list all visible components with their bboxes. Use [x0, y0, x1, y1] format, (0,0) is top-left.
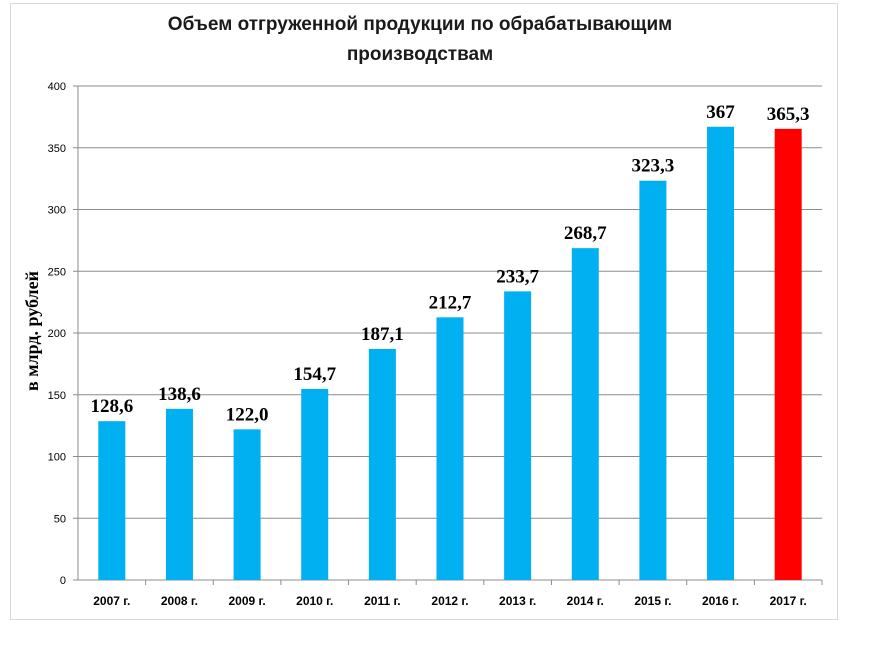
y-tick-label: 0: [60, 575, 66, 587]
bar-8: [571, 248, 599, 580]
x-tick-label: 2016 г.: [702, 594, 739, 608]
data-label: 367: [706, 102, 735, 123]
bar-7: [504, 291, 532, 580]
bar-11: [774, 128, 802, 581]
data-label: 233,7: [496, 266, 539, 287]
x-tick-label: 2012 г.: [431, 594, 468, 608]
data-label: 212,7: [429, 292, 472, 313]
bar-4: [301, 388, 329, 580]
x-tick-label: 2008 г.: [161, 594, 198, 608]
bar-6: [436, 317, 464, 580]
x-tick-label: 2013 г.: [499, 594, 536, 608]
data-label: 323,3: [632, 156, 675, 177]
y-tick-label: 400: [48, 81, 66, 93]
y-tick-label: 100: [48, 452, 66, 464]
chart-title-line-1: Объем отгруженной продукции по обрабатыв…: [167, 14, 673, 35]
x-tick-label: 2010 г.: [296, 594, 333, 608]
y-tick-label: 50: [54, 513, 66, 525]
y-tick-label: 300: [48, 205, 66, 217]
x-tick-label: 2014 г.: [567, 594, 604, 608]
x-tick-label: 2007 г.: [93, 594, 130, 608]
x-tick-label: 2009 г.: [229, 594, 266, 608]
y-axis-title: в млрд. рублей: [22, 271, 42, 391]
data-label: 122,0: [226, 404, 269, 425]
y-tick-label: 350: [48, 143, 66, 155]
x-tick-label: 2015 г.: [634, 594, 671, 608]
data-label: 365,3: [767, 104, 810, 125]
bar-10: [707, 126, 735, 580]
data-label: 154,7: [293, 364, 336, 385]
data-label: 138,6: [158, 384, 201, 405]
bar-9: [639, 180, 667, 581]
y-tick-label: 150: [48, 390, 66, 402]
bar-5: [368, 348, 396, 580]
bar-2: [165, 408, 193, 580]
y-tick-label: 250: [48, 266, 66, 278]
data-label: 187,1: [361, 324, 404, 345]
bar-3: [233, 429, 261, 580]
x-tick-label: 2017 г.: [770, 594, 807, 608]
chart-title: Объем отгруженной продукции по обрабатыв…: [0, 10, 840, 70]
chart-frame: [10, 3, 838, 620]
x-tick-label: 2011 г.: [364, 594, 401, 608]
data-label: 128,6: [90, 396, 133, 417]
bar-1: [98, 421, 126, 580]
y-tick-label: 200: [48, 328, 66, 340]
chart-title-line-2: производствам: [346, 44, 494, 65]
data-label: 268,7: [564, 223, 607, 244]
